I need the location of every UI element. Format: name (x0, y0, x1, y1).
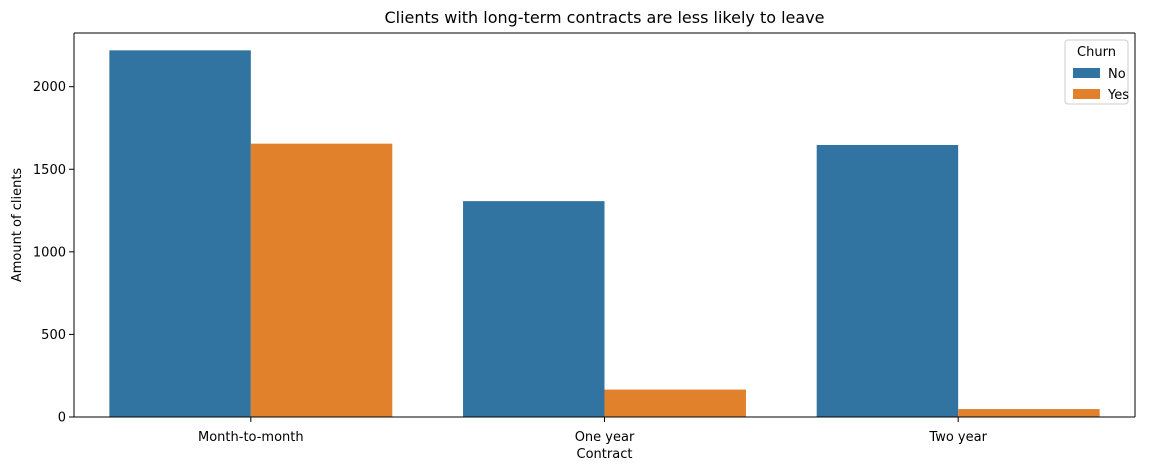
x-tick-label: Two year (928, 430, 987, 445)
bars-group (109, 50, 1100, 418)
bar-no-one-year (463, 201, 605, 417)
y-tick-label: 0 (58, 411, 66, 426)
bar-yes-month-to-month (250, 143, 393, 417)
bar-no-two-year (816, 144, 959, 418)
legend-swatch-yes (1073, 89, 1100, 99)
x-tick-label: Month-to-month (198, 430, 304, 445)
y-tick-label: 1000 (33, 245, 66, 260)
y-tick-label: 2000 (33, 80, 66, 95)
bar-yes-one-year (604, 389, 746, 417)
x-tick-label: One year (575, 430, 635, 445)
legend-label-no: No (1108, 67, 1126, 82)
legend-title: Churn (1077, 45, 1116, 60)
legend-items: No Yes (1073, 67, 1129, 103)
legend-label-yes: Yes (1107, 88, 1129, 103)
bar-no-month-to-month (109, 50, 251, 418)
y-tick-label: 1500 (33, 163, 66, 178)
legend: Churn No Yes (1064, 39, 1129, 105)
x-axis-label: Contract (577, 447, 633, 462)
bar-yes-two-year (958, 409, 1100, 417)
y-tick-label: 500 (41, 328, 66, 343)
chart-title: Clients with long-term contracts are les… (384, 8, 824, 27)
legend-swatch-no (1073, 68, 1100, 78)
axes-group: 0 500 1000 1500 2000 Month-to-month One year Tw… (33, 32, 1136, 445)
y-axis-label: Amount of clients (10, 168, 25, 283)
